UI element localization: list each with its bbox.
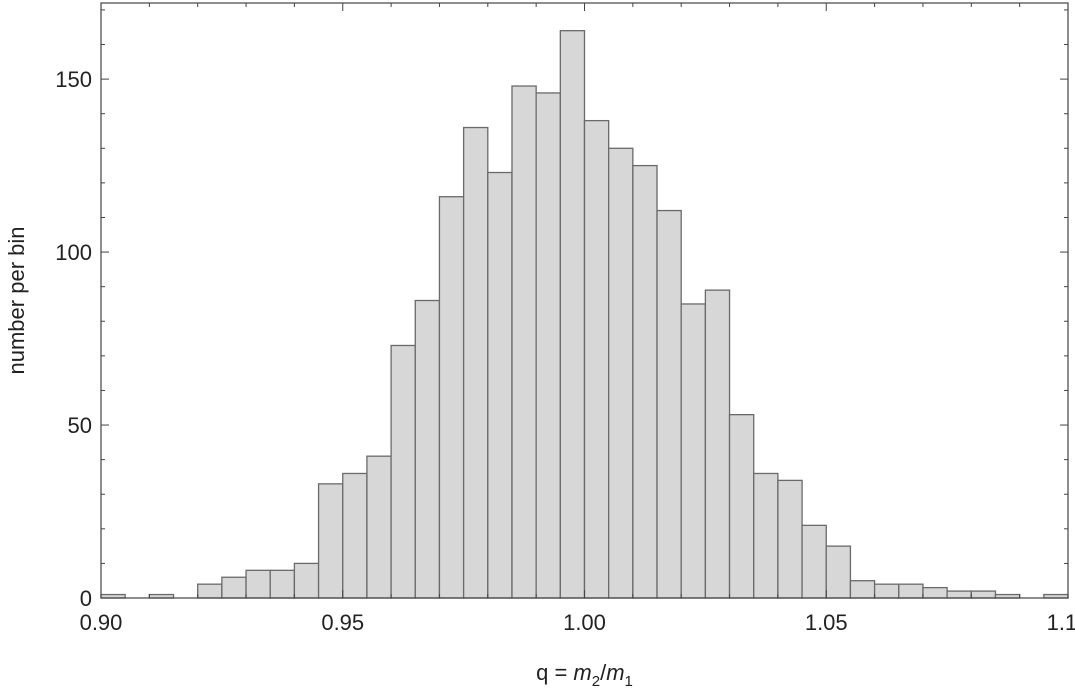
y-axis-ticks: 0 50 100 150 — [55, 9, 1068, 611]
x-tick-label: 0.95 — [321, 610, 364, 635]
histogram-bar — [583, 119, 610, 599]
histogram-bar — [414, 299, 441, 599]
y-tick-label: 100 — [55, 240, 92, 265]
x-axis-label-den-var: m — [606, 660, 624, 685]
histogram-bar — [511, 85, 537, 599]
histogram-bar — [559, 30, 586, 599]
x-axis-label-slash: / — [600, 660, 607, 685]
histogram-bar — [366, 455, 392, 599]
histogram-bar — [922, 586, 948, 599]
histogram-bar — [873, 583, 900, 599]
x-tick-label: 0.90 — [80, 610, 123, 635]
histogram-bar — [728, 414, 755, 599]
histogram-bar — [269, 569, 296, 599]
x-axis-label-den-sub: 1 — [625, 673, 633, 690]
histogram-bar — [656, 209, 682, 599]
histogram-bar — [849, 580, 876, 599]
histogram-bar — [438, 196, 465, 599]
x-tick-label: 1.05 — [805, 610, 848, 635]
histogram-bar — [535, 92, 561, 599]
histogram-bar — [632, 164, 658, 599]
x-axis-label-num-var: m — [573, 660, 591, 685]
histogram-bar — [825, 545, 852, 599]
histogram-bar — [293, 562, 320, 599]
x-axis-ticks: 0.90 0.95 1.00 1.05 1.10 — [80, 3, 1075, 635]
x-tick-label: 1.00 — [563, 610, 606, 635]
histogram-bar — [680, 303, 707, 599]
histogram-bar — [342, 472, 368, 599]
y-tick-label: 150 — [55, 67, 92, 92]
bars-group — [100, 30, 1069, 599]
histogram-bar — [390, 344, 416, 599]
x-axis-label-prefix: q = — [536, 660, 573, 685]
x-tick-label: 1.10 — [1047, 610, 1075, 635]
histogram-bar — [462, 126, 489, 599]
histogram-bar — [753, 472, 779, 599]
x-axis-label: q = m2/m1 — [536, 660, 633, 690]
y-axis-label: number per bin — [4, 227, 29, 375]
histogram-bar — [946, 590, 972, 599]
y-tick-label: 50 — [68, 413, 92, 438]
y-tick-label: 0 — [80, 586, 92, 611]
histogram-bar — [777, 479, 803, 599]
histogram-bar — [608, 147, 634, 599]
histogram-bar — [221, 576, 247, 599]
histogram-bar — [487, 171, 513, 599]
histogram-bar — [970, 590, 997, 599]
histogram-bar — [801, 524, 827, 599]
histogram-bar — [898, 583, 924, 599]
x-axis-label-num-sub: 2 — [592, 673, 600, 690]
histogram-bar — [704, 289, 731, 599]
histogram-bar — [245, 569, 271, 599]
histogram-bar — [197, 583, 223, 599]
histogram-bar — [317, 483, 344, 599]
